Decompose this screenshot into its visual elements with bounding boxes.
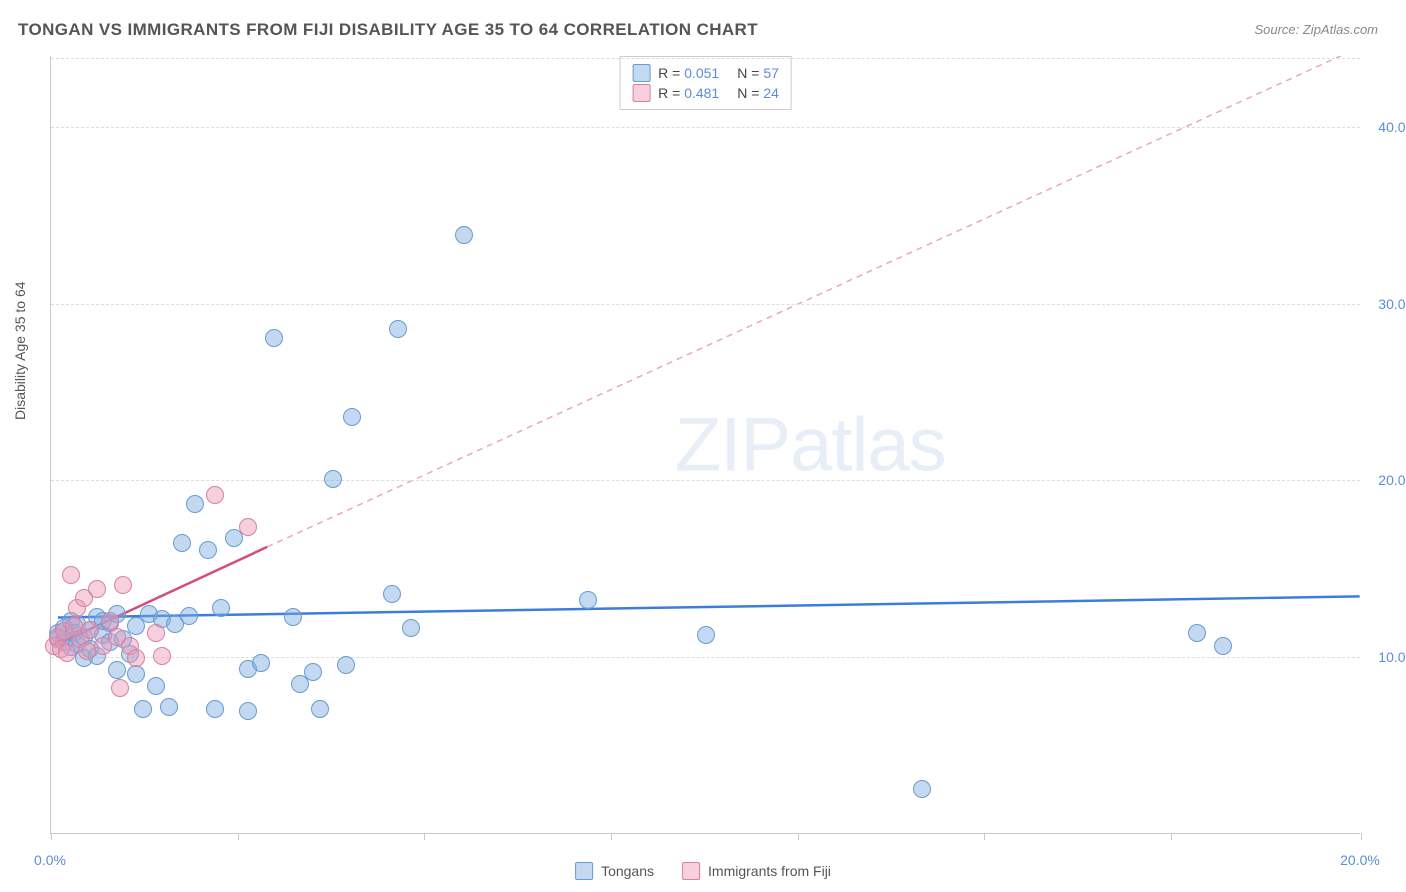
data-point	[284, 608, 302, 626]
legend-swatch	[682, 862, 700, 880]
x-tick	[1171, 833, 1172, 840]
r-label: R = 0.481	[658, 85, 719, 101]
data-point	[455, 226, 473, 244]
gridline	[51, 657, 1360, 658]
n-value: 24	[763, 85, 779, 101]
y-tick-label: 20.0%	[1378, 472, 1406, 488]
legend-label: Immigrants from Fiji	[708, 863, 831, 879]
data-point	[180, 607, 198, 625]
source-credit: Source: ZipAtlas.com	[1254, 22, 1378, 37]
data-point	[147, 624, 165, 642]
data-point	[913, 780, 931, 798]
y-tick-label: 30.0%	[1378, 296, 1406, 312]
data-point	[78, 642, 96, 660]
trend-line	[58, 596, 1360, 617]
data-point	[127, 649, 145, 667]
data-point	[173, 534, 191, 552]
stats-legend-row: R = 0.051 N = 57	[632, 64, 779, 82]
x-tick	[238, 833, 239, 840]
x-tick	[798, 833, 799, 840]
n-label: N = 57	[737, 65, 779, 81]
data-point	[206, 700, 224, 718]
data-point	[383, 585, 401, 603]
data-point	[153, 647, 171, 665]
data-point	[111, 679, 129, 697]
legend-item: Immigrants from Fiji	[682, 862, 831, 880]
legend-swatch	[632, 84, 650, 102]
data-point	[343, 408, 361, 426]
x-tick	[1361, 833, 1362, 840]
data-point	[239, 518, 257, 536]
gridline	[51, 304, 1360, 305]
data-point	[186, 495, 204, 513]
data-point	[1188, 624, 1206, 642]
data-point	[252, 654, 270, 672]
data-point	[108, 661, 126, 679]
x-tick-label: 0.0%	[34, 852, 66, 868]
data-point	[127, 665, 145, 683]
watermark: ZIPatlas	[675, 401, 946, 488]
n-label: N = 24	[737, 85, 779, 101]
data-point	[206, 486, 224, 504]
watermark-zip: ZIP	[675, 402, 790, 487]
data-point	[114, 576, 132, 594]
n-value: 57	[763, 65, 779, 81]
data-point	[324, 470, 342, 488]
data-point	[389, 320, 407, 338]
data-point	[88, 580, 106, 598]
watermark-atlas: atlas	[790, 402, 946, 487]
x-tick	[611, 833, 612, 840]
y-tick-label: 10.0%	[1378, 649, 1406, 665]
data-point	[265, 329, 283, 347]
legend-swatch	[575, 862, 593, 880]
y-tick-label: 40.0%	[1378, 119, 1406, 135]
legend-swatch	[632, 64, 650, 82]
plot-area: ZIPatlas R = 0.051N = 57R = 0.481N = 24 …	[50, 56, 1360, 834]
data-point	[402, 619, 420, 637]
gridline	[51, 58, 1360, 59]
chart-title: TONGAN VS IMMIGRANTS FROM FIJI DISABILIT…	[18, 20, 758, 40]
data-point	[337, 656, 355, 674]
data-point	[579, 591, 597, 609]
data-point	[239, 702, 257, 720]
data-point	[147, 677, 165, 695]
data-point	[212, 599, 230, 617]
data-point	[81, 621, 99, 639]
data-point	[134, 700, 152, 718]
stats-legend-row: R = 0.481 N = 24	[632, 84, 779, 102]
y-axis-label: Disability Age 35 to 64	[12, 281, 28, 420]
x-tick	[51, 833, 52, 840]
data-point	[62, 566, 80, 584]
x-tick	[424, 833, 425, 840]
data-point	[697, 626, 715, 644]
gridline	[51, 480, 1360, 481]
legend-label: Tongans	[601, 863, 654, 879]
data-point	[58, 644, 76, 662]
r-value: 0.481	[684, 85, 719, 101]
data-point	[311, 700, 329, 718]
x-tick-label: 20.0%	[1340, 852, 1380, 868]
data-point	[304, 663, 322, 681]
x-tick	[984, 833, 985, 840]
legend-item: Tongans	[575, 862, 654, 880]
data-point	[199, 541, 217, 559]
series-legend: Tongans Immigrants from Fiji	[575, 862, 831, 880]
data-point	[1214, 637, 1232, 655]
gridline	[51, 127, 1360, 128]
stats-legend: R = 0.051 N = 57 R = 0.481 N = 24	[619, 56, 792, 110]
r-label: R = 0.051	[658, 65, 719, 81]
trend-line	[267, 56, 1359, 547]
data-point	[160, 698, 178, 716]
r-value: 0.051	[684, 65, 719, 81]
